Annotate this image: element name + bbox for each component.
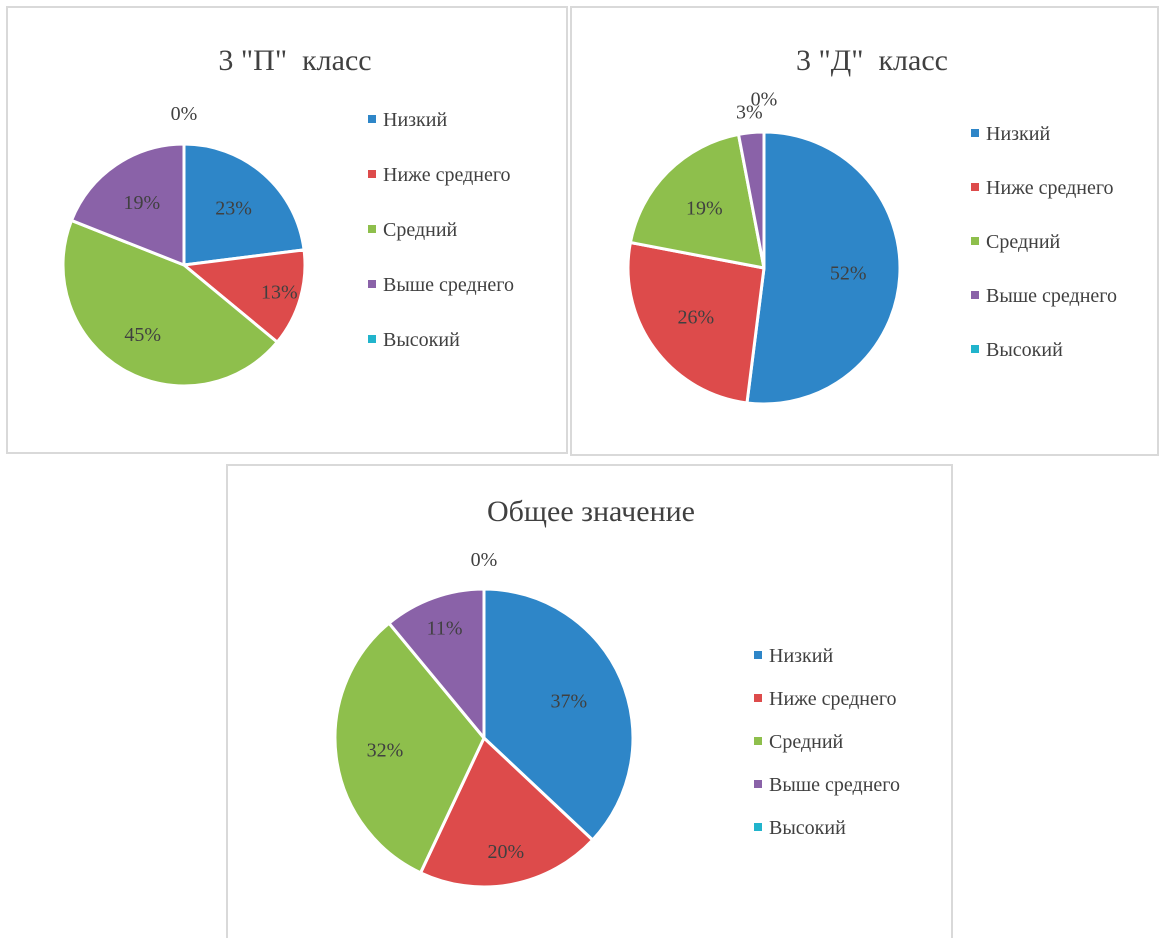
legend-swatch-nizhe-srednego <box>971 183 979 191</box>
legend-label-nizhe-srednego: Ниже среднего <box>986 177 1114 199</box>
legend-swatch-nizkiy <box>971 129 979 137</box>
data-label-nizhe-srednego: 13% <box>261 282 298 304</box>
legend-label-nizhe-srednego: Ниже среднего <box>769 688 897 710</box>
data-label-vysokiy: 0% <box>171 103 198 125</box>
legend-swatch-vyshe-srednego <box>754 780 762 788</box>
chart-panel-3d-class: 3 "Д" класс 52% 26% 19% 3% 0% Низкий Ниже сре… <box>570 6 1159 456</box>
pie-slice-sredniy <box>628 132 766 270</box>
pie-slice-nizkiy <box>482 587 635 842</box>
legend-label-sredniy: Средний <box>769 731 844 753</box>
data-label-vyshe-srednego: 3% <box>736 101 763 123</box>
pie-slice-nizhe-srednego <box>419 736 595 889</box>
data-label-nizkiy: 23% <box>215 198 252 220</box>
data-label-vysokiy: 0% <box>751 89 778 111</box>
data-label-nizhe-srednego: 20% <box>487 841 524 863</box>
legend-swatch-vyshe-srednego <box>971 291 979 299</box>
legend-label-vysokiy: Высокий <box>986 339 1063 361</box>
pie-chart-overall: Общее значение 37% 20% 32% 11% 0% Низкий Ниже… <box>333 495 900 889</box>
data-label-vyshe-srednego: 11% <box>427 618 463 640</box>
data-label-vysokiy: 0% <box>471 549 498 571</box>
legend-swatch-sredniy <box>754 737 762 745</box>
data-label-nizkiy: 52% <box>830 262 867 284</box>
legend-swatch-nizkiy <box>368 115 376 123</box>
chart-title: Общее значение <box>487 495 695 528</box>
legend-swatch-vyshe-srednego <box>368 280 376 288</box>
pie-slice-sredniy <box>61 218 279 388</box>
pie-slice-sredniy <box>333 621 486 875</box>
legend-label-nizkiy: Низкий <box>383 109 447 131</box>
legend-swatch-sredniy <box>368 225 376 233</box>
pie-slice-nizkiy <box>182 142 306 267</box>
data-label-vyshe-srednego: 19% <box>123 192 160 214</box>
legend-swatch-vysokiy <box>368 335 376 343</box>
chart-title: 3 "Д" класс <box>796 44 948 77</box>
chart-panel-3p-class: 3 "П" класс 23% 13% 45% 19% 0% Низкий Ниже ср… <box>6 6 568 454</box>
pie-slice-vyshe-srednego <box>69 142 186 267</box>
data-label-sredniy: 45% <box>124 324 161 346</box>
pie-slice-vyshe-srednego <box>737 130 766 270</box>
legend-label-vysokiy: Высокий <box>383 329 460 351</box>
legend-swatch-nizhe-srednego <box>368 170 376 178</box>
legend-swatch-nizhe-srednego <box>754 694 762 702</box>
legend-label-vysokiy: Высокий <box>769 817 846 839</box>
legend-label-vyshe-srednego: Выше среднего <box>769 774 900 796</box>
data-label-sredniy: 32% <box>367 740 404 762</box>
legend-label-vyshe-srednego: Выше среднего <box>986 285 1117 307</box>
legend-label-sredniy: Средний <box>383 219 458 241</box>
data-label-nizkiy: 37% <box>550 690 587 712</box>
legend-label-nizkiy: Низкий <box>986 123 1050 145</box>
pie-chart-3d-class: 3 "Д" класс 52% 26% 19% 3%0% Низкий Ниже сре… <box>626 44 1117 406</box>
pie-slice-nizkiy <box>745 130 902 406</box>
pie-slice-nizhe-srednego <box>182 248 307 344</box>
data-label-sredniy: 19% <box>686 197 723 219</box>
chart-title: 3 "П" класс <box>218 44 371 77</box>
legend-label-vyshe-srednego: Выше среднего <box>383 274 514 296</box>
pie-chart-3p-class: 3 "П" класс 23% 13% 45% 19% 0% Низкий Ниже ср… <box>61 44 514 388</box>
legend-swatch-vysokiy <box>971 345 979 353</box>
legend-swatch-sredniy <box>971 237 979 245</box>
legend-label-nizhe-srednego: Ниже среднего <box>383 164 511 186</box>
chart-panel-overall: Общее значение 37% 20% 32% 11% 0% Низкий Ниже… <box>226 464 953 938</box>
legend-label-nizkiy: Низкий <box>769 645 833 667</box>
legend-swatch-vysokiy <box>754 823 762 831</box>
pie-slice-nizhe-srednego <box>626 241 766 405</box>
legend-label-sredniy: Средний <box>986 231 1061 253</box>
data-label-nizhe-srednego: 26% <box>677 307 714 329</box>
pie-slice-vyshe-srednego <box>387 587 486 740</box>
legend-swatch-nizkiy <box>754 651 762 659</box>
